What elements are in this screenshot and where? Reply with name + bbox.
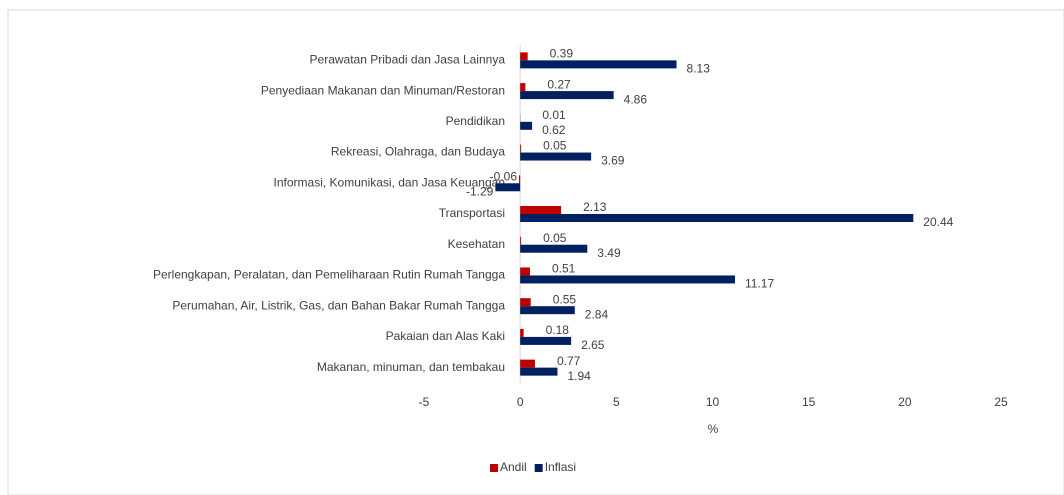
y-tick-label: Informasi, Komunikasi, dan Jasa Keuangan xyxy=(274,175,505,189)
bar xyxy=(520,306,575,315)
x-tick-label: 5 xyxy=(613,395,620,409)
data-label: 8.13 xyxy=(687,62,711,76)
y-tick-label: Penyediaan Makanan dan Minuman/Restoran xyxy=(261,83,505,97)
bar xyxy=(519,175,521,184)
bar xyxy=(520,267,530,276)
y-tick-label: Perumahan, Air, Listrik, Gas, dan Bahan … xyxy=(172,298,505,312)
data-label: 2.65 xyxy=(581,338,605,352)
x-tick-label: 25 xyxy=(994,395,1008,409)
data-label: 3.69 xyxy=(601,154,625,168)
legend-swatch xyxy=(534,464,543,472)
x-axis-label: % xyxy=(708,422,719,436)
y-tick-label: Transportasi xyxy=(439,206,505,220)
x-tick-label: 20 xyxy=(898,395,912,409)
data-label: 0.18 xyxy=(546,323,570,337)
x-tick-label: 0 xyxy=(517,395,524,409)
bar xyxy=(520,298,531,307)
legend-swatch xyxy=(490,464,498,472)
data-label: 0.55 xyxy=(553,292,577,306)
data-label: 20.44 xyxy=(923,215,953,229)
bar xyxy=(520,60,677,69)
data-label: -0.06 xyxy=(490,169,518,183)
bar xyxy=(520,336,572,345)
data-label: 0.62 xyxy=(542,123,566,137)
y-tick-label: Kesehatan xyxy=(448,237,505,251)
data-label: 0.39 xyxy=(550,47,574,61)
bar xyxy=(520,359,535,368)
data-label: 0.51 xyxy=(552,262,576,276)
y-tick-label: Rekreasi, Olahraga, dan Budaya xyxy=(331,145,505,159)
x-tick-label: -5 xyxy=(419,395,430,409)
bar xyxy=(520,206,562,214)
bar xyxy=(520,328,524,337)
y-tick-label: Pendidikan xyxy=(446,114,505,128)
x-tick-label: 15 xyxy=(802,395,816,409)
data-label: 3.49 xyxy=(597,246,621,260)
data-label: 0.05 xyxy=(543,231,567,245)
data-label: 11.17 xyxy=(745,277,774,291)
data-label: 0.77 xyxy=(557,354,581,368)
data-label: 0.27 xyxy=(547,77,571,91)
y-tick-label: Pakaian dan Alas Kaki xyxy=(386,329,505,343)
y-tick-label: Makanan, minuman, dan tembakau xyxy=(317,360,505,374)
bar xyxy=(520,121,533,130)
data-label: 1.94 xyxy=(567,369,591,383)
bar xyxy=(520,214,914,222)
y-tick-label: Perlengkapan, Peralatan, dan Pemeliharaa… xyxy=(153,268,505,282)
bar xyxy=(520,275,736,284)
data-label: 2.84 xyxy=(585,307,609,321)
data-label: 4.86 xyxy=(624,92,648,106)
data-label: 2.13 xyxy=(583,200,607,214)
bar xyxy=(520,144,522,153)
data-label: -1.29 xyxy=(466,184,494,198)
data-label: 0.05 xyxy=(543,139,567,153)
bar xyxy=(520,236,522,245)
legend-label: Inflasi xyxy=(545,460,576,474)
bar xyxy=(520,91,614,100)
legend-label: Andil xyxy=(500,460,527,474)
bar xyxy=(495,183,521,192)
data-label: 0.01 xyxy=(542,108,566,122)
bar xyxy=(520,52,528,61)
y-tick-label: Perawatan Pribadi dan Jasa Lainnya xyxy=(310,53,506,67)
bar xyxy=(520,367,558,376)
bar xyxy=(520,244,588,253)
x-tick-label: 10 xyxy=(706,395,720,409)
bar xyxy=(520,152,592,161)
bar xyxy=(520,83,526,92)
